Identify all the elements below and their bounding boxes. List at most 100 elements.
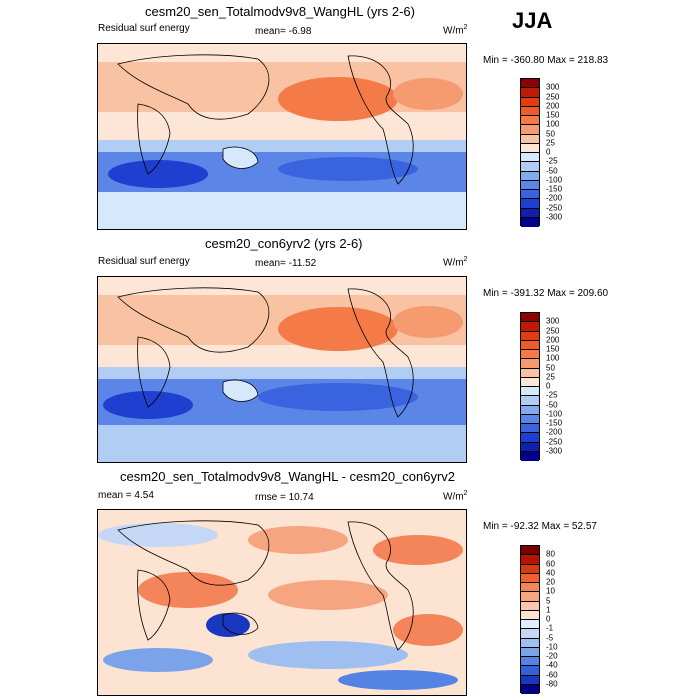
coastline-eurasia (117, 520, 270, 586)
colorbar-swatch (521, 424, 539, 434)
colorbar-swatch (521, 414, 539, 424)
cold-blob-south-indian (108, 160, 208, 188)
coastline-africa (137, 336, 171, 408)
colorbar-tick-label: 80 (546, 549, 555, 559)
colorbar-tick-label: -200 (546, 193, 563, 203)
panel-1-units: W/m2 (443, 24, 468, 37)
diff-blob-1 (98, 523, 218, 547)
warm-blob-pacific (278, 307, 398, 351)
diff-blob-6 (206, 613, 250, 637)
panel-3-mean: mean = 4.54 (98, 490, 154, 501)
band-p2-3 (98, 345, 466, 367)
colorbar-swatch (521, 451, 539, 461)
colorbar-swatch (521, 143, 539, 153)
colorbar-swatch (521, 97, 539, 107)
colorbar-tick-label: -300 (546, 212, 563, 222)
colorbar-tick-label: 0 (546, 381, 551, 391)
colorbar-swatch (521, 620, 539, 630)
panel-2-minmax: Min = -391.32 Max = 209.60 (483, 288, 609, 299)
colorbar-swatch (521, 592, 539, 602)
colorbar-swatch (521, 442, 539, 452)
diff-blob-2 (248, 526, 348, 554)
colorbar-tick-label: 300 (546, 316, 560, 326)
band-p2-6 (98, 425, 466, 462)
panel-1-colorbar (520, 78, 540, 227)
colorbar-tick-label: -150 (546, 184, 563, 194)
colorbar-swatch (521, 610, 539, 620)
panel-2-map (97, 276, 467, 463)
colorbar-swatch (521, 573, 539, 583)
panel-3-map-field (98, 510, 466, 695)
colorbar-tick-label: -100 (546, 175, 563, 185)
colorbar-tick-label: -5 (546, 633, 554, 642)
colorbar-swatch (521, 331, 539, 341)
warm-blob-atlantic (393, 78, 463, 110)
colorbar-tick-label: 40 (546, 568, 555, 578)
colorbar-swatch (521, 199, 539, 209)
coastline-americas (347, 55, 414, 185)
colorbar-swatch (521, 340, 539, 350)
panel-3-units: W/m2 (443, 490, 468, 503)
band-p1-3 (98, 112, 466, 140)
band-p2-0 (98, 277, 466, 295)
colorbar-tick-label: -40 (546, 660, 558, 670)
colorbar-swatch (521, 134, 539, 144)
colorbar-swatch (521, 377, 539, 387)
coastline-eurasia (117, 54, 270, 120)
colorbar-tick-label: 200 (546, 335, 560, 345)
colorbar-tick-label: -10 (546, 642, 558, 652)
colorbar-tick-label: 250 (546, 92, 560, 101)
colorbar-tick-label: 50 (546, 129, 555, 138)
colorbar-tick-label: 25 (546, 372, 555, 382)
coastline-australia (222, 146, 259, 169)
colorbar-swatch (521, 171, 539, 181)
band-p1-0 (98, 44, 466, 62)
colorbar-swatch (521, 405, 539, 415)
panel-1-map-field (98, 44, 466, 229)
panel-2-title: cesm20_con6yrv2 (yrs 2-6) (205, 236, 363, 251)
colorbar-tick-label: -1 (546, 623, 554, 633)
colorbar-tick-label: -25 (546, 156, 558, 166)
panel-1-title: cesm20_sen_Totalmodv9v8_WangHL (yrs 2-6) (145, 4, 415, 19)
colorbar-tick-label: -200 (546, 427, 563, 437)
panel-1-left-label: Residual surf energy (98, 23, 190, 34)
colorbar-tick-label: 10 (546, 586, 555, 596)
colorbar-swatch (521, 79, 539, 89)
panel-3-map (97, 509, 467, 696)
colorbar-swatch (521, 350, 539, 360)
band-p1-6 (98, 192, 466, 229)
colorbar-swatch (521, 555, 539, 565)
panel-3-rmse: rmse = 10.74 (255, 492, 314, 503)
cold-blob-south-indian (103, 391, 193, 419)
colorbar-tick-label: -250 (546, 203, 563, 212)
colorbar-swatch (521, 180, 539, 190)
panel-1-minmax: Min = -360.80 Max = 218.83 (483, 55, 609, 66)
coastline-americas (347, 288, 414, 418)
colorbar-swatch (521, 322, 539, 332)
band-p2-4 (98, 367, 466, 379)
colorbar-tick-label: -25 (546, 390, 558, 400)
coastline-africa (137, 103, 171, 175)
band-p1-4 (98, 140, 466, 152)
colorbar-swatch (521, 217, 539, 227)
panel-2-left-label: Residual surf energy (98, 256, 190, 267)
colorbar-tick-label: 100 (546, 119, 560, 129)
colorbar-tick-label: -80 (546, 679, 558, 689)
colorbar-tick-label: 250 (546, 326, 560, 335)
colorbar-tick-label: -150 (546, 418, 563, 428)
colorbar-swatch (521, 125, 539, 135)
colorbar-swatch (521, 153, 539, 163)
colorbar-tick-label: -100 (546, 409, 563, 419)
colorbar-swatch (521, 657, 539, 667)
colorbar-swatch (521, 116, 539, 126)
colorbar-swatch (521, 666, 539, 676)
coastline-africa (137, 569, 171, 641)
coastline-australia (222, 612, 259, 635)
colorbar-tick-label: 50 (546, 363, 555, 372)
colorbar-tick-label: 1 (546, 605, 551, 615)
coastline-eurasia (117, 287, 270, 353)
colorbar-tick-label: -300 (546, 446, 563, 456)
panel-3-minmax: Min = -92.32 Max = 52.57 (483, 521, 597, 532)
colorbar-tick-label: -50 (546, 400, 558, 409)
colorbar-tick-label: 0 (546, 147, 551, 157)
